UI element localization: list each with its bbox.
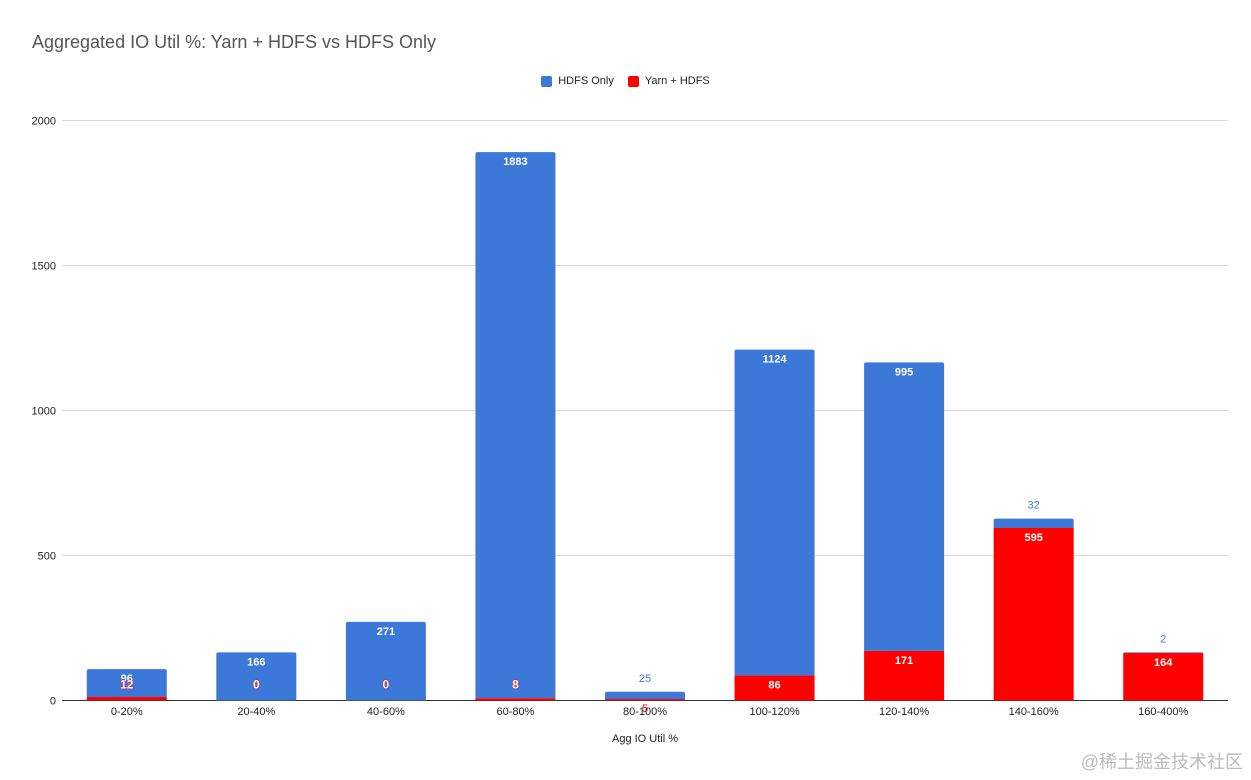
bar-yarn-hdfs <box>86 697 167 701</box>
x-tick-label: 160-400% <box>1138 706 1188 718</box>
bar-yarn-hdfs <box>993 527 1074 701</box>
data-label-yarn-hdfs: 164 <box>1154 657 1173 669</box>
data-label-yarn-hdfs: 0 <box>253 678 260 692</box>
data-label-hdfs-only: 32 <box>1028 500 1040 512</box>
x-tick-label: 140-160% <box>1009 706 1059 718</box>
y-tick-label: 500 <box>38 551 56 563</box>
bar-yarn-hdfs <box>605 699 685 701</box>
bar-hdfs-only <box>734 349 815 676</box>
x-tick-label: 120-140% <box>879 706 929 718</box>
watermark: @稀土掘金技术社区 <box>1080 752 1243 772</box>
legend-label-hdfs-only: HDFS Only <box>558 75 614 87</box>
bar-yarn-hdfs <box>475 698 556 701</box>
data-label-yarn-hdfs: 8 <box>512 678 519 692</box>
chart-title: Aggregated IO Util %: Yarn + HDFS vs HDF… <box>32 32 436 52</box>
x-tick-label: 20-40% <box>237 706 275 718</box>
data-label-yarn-hdfs: 12 <box>120 678 134 692</box>
data-label-yarn-hdfs: 595 <box>1024 532 1042 544</box>
data-label-hdfs-only: 166 <box>247 656 265 668</box>
bar-hdfs-only <box>1123 652 1204 655</box>
x-tick-label: 80-100% <box>623 706 667 718</box>
bar-hdfs-only <box>864 362 945 651</box>
x-tick-label: 40-60% <box>367 706 405 718</box>
data-label-yarn-hdfs: 5 <box>642 703 648 715</box>
y-tick-label: 1500 <box>32 261 56 273</box>
legend-swatch-hdfs-only <box>541 75 553 87</box>
bar-hdfs-only <box>993 518 1074 528</box>
data-label-yarn-hdfs: 86 <box>768 680 780 692</box>
bar-hdfs-only <box>345 621 426 701</box>
data-label-yarn-hdfs: 0 <box>383 678 390 692</box>
bar-hdfs-only <box>216 652 297 701</box>
bar-yarn-hdfs <box>734 675 815 701</box>
bar-hdfs-only <box>86 669 167 698</box>
legend: HDFS Only Yarn + HDFS <box>0 75 1251 87</box>
bar-yarn-hdfs <box>1123 652 1204 701</box>
bar-yarn-hdfs <box>864 650 945 701</box>
bar-hdfs-only <box>475 152 556 699</box>
data-label-hdfs-only: 995 <box>895 366 913 378</box>
data-label-hdfs-only: 1883 <box>503 156 527 168</box>
data-label-hdfs-only: 1124 <box>763 354 788 366</box>
y-tick-label: 2000 <box>32 116 56 128</box>
x-tick-label: 60-80% <box>496 706 534 718</box>
x-axis-title: Agg IO Util % <box>612 733 678 745</box>
legend-item-yarn-hdfs[interactable]: Yarn + HDFS <box>627 75 710 87</box>
legend-swatch-yarn-hdfs <box>627 75 639 87</box>
data-label-hdfs-only: 25 <box>639 673 651 685</box>
data-label-hdfs-only: 96 <box>121 673 133 685</box>
y-tick-label: 1000 <box>32 406 56 418</box>
y-tick-label: 0 <box>50 696 56 708</box>
x-tick-label: 0-20% <box>111 706 143 718</box>
bar-hdfs-only <box>605 691 685 700</box>
legend-item-hdfs-only[interactable]: HDFS Only <box>541 75 614 87</box>
x-tick-label: 100-120% <box>749 706 799 718</box>
data-label-hdfs-only: 2 <box>1160 633 1166 645</box>
legend-label-yarn-hdfs: Yarn + HDFS <box>644 75 710 87</box>
data-label-yarn-hdfs: 171 <box>895 655 913 667</box>
data-label-hdfs-only: 271 <box>377 626 395 638</box>
